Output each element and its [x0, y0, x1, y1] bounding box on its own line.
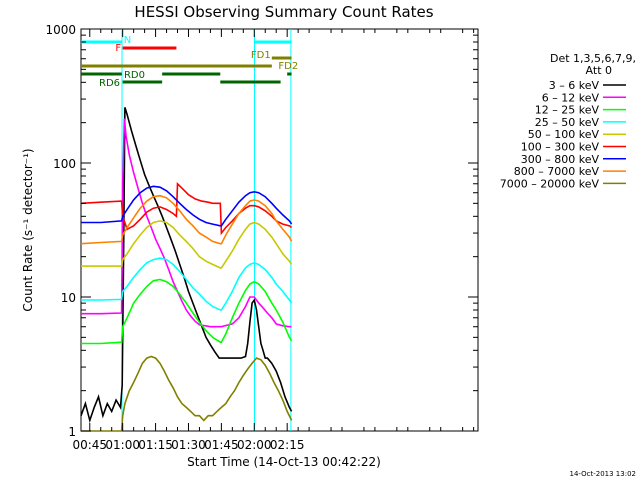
- legend-label-3: 25 – 50 keV: [535, 116, 600, 129]
- y-tick-label-1000: 1000: [45, 23, 76, 37]
- flag-label-fd1: FD1: [251, 50, 271, 61]
- legend-label-2: 12 – 25 keV: [535, 104, 600, 117]
- plot-area: NF FD1 FD2 RD0 RD6: [80, 29, 298, 432]
- series-line-1: [81, 118, 292, 328]
- y-tick-label-1: 1: [68, 425, 76, 439]
- x-tick-label-0100: 01:00: [105, 438, 140, 452]
- flag-label-n: N: [124, 35, 131, 46]
- series-line-4: [81, 220, 293, 269]
- x-tick-label-0130: 01:30: [171, 438, 206, 452]
- x-tick-label-0045: 00:45: [72, 438, 107, 452]
- legend-label-5: 100 – 300 keV: [521, 141, 600, 154]
- y-tick-label-10: 10: [61, 291, 76, 305]
- legend-label-4: 50 – 100 keV: [528, 128, 600, 141]
- flag-label-rd6: RD6: [99, 78, 120, 89]
- series-line-3: [81, 257, 293, 311]
- x-axis-label: Start Time (14-Oct-13 00:42:22): [187, 455, 381, 469]
- x-tick-label-0145: 01:45: [204, 438, 239, 452]
- legend-label-6: 300 – 800 keV: [521, 153, 600, 166]
- chart-title: HESSI Observing Summary Count Rates: [134, 3, 433, 21]
- y-tick-label-100: 100: [53, 157, 76, 171]
- series-line-0: [80, 107, 293, 424]
- generation-timestamp: 14-Oct-2013 13:02: [570, 470, 636, 478]
- flag-label-rd0: RD0: [124, 70, 145, 81]
- series-line-8: [81, 355, 293, 432]
- series-line-5: [80, 181, 293, 236]
- x-tick-label-0115: 01:15: [138, 438, 173, 452]
- legend-label-1: 6 – 12 keV: [542, 91, 600, 104]
- x-tick-label-0215: 02:15: [270, 438, 305, 452]
- legend-label-0: 3 – 6 keV: [549, 79, 600, 92]
- legend-label-8: 7000 – 20000 keV: [500, 177, 600, 190]
- flag-label-fd2: FD2: [278, 61, 298, 72]
- plot-frame: [80, 28, 479, 432]
- legend-label-7: 800 – 7000 keV: [514, 165, 600, 178]
- flag-label-f: F: [115, 43, 121, 54]
- legend-header-attenuator: Att 0: [586, 64, 612, 77]
- legend-header-detectors: Det 1,3,5,6,7,9,: [550, 52, 636, 65]
- y-axis-label: Count Rate (s⁻¹ detector⁻¹): [21, 148, 35, 311]
- series-line-6: [81, 185, 293, 227]
- x-tick-label-0200: 02:00: [237, 438, 272, 452]
- series-line-2: [81, 278, 293, 345]
- series-line-7: [80, 194, 293, 245]
